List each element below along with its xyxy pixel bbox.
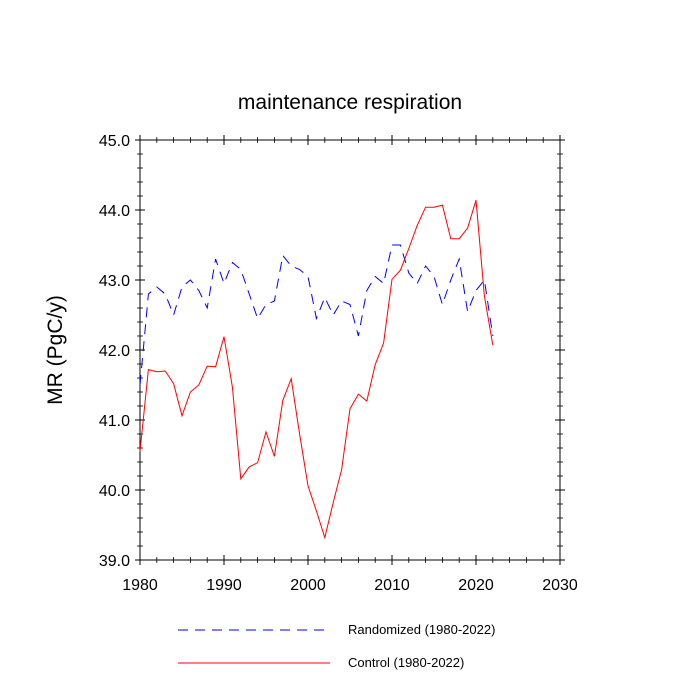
x-tick-label: 2000 — [290, 577, 326, 594]
x-tick-label: 1980 — [122, 577, 158, 594]
x-tick-label: 1990 — [206, 577, 242, 594]
y-tick-label: 45.0 — [99, 133, 130, 150]
chart-title: maintenance respiration — [238, 91, 462, 114]
series-line-randomized — [139, 244, 494, 386]
y-axis-label: MR (PgC/y) — [44, 295, 67, 405]
legend: Randomized (1980-2022) Control (1980-2022… — [178, 622, 495, 670]
legend-label-control: Control (1980-2022) — [348, 655, 464, 670]
x-tick-label: 2010 — [374, 577, 410, 594]
axis-ticks — [135, 135, 565, 565]
y-tick-label: 43.0 — [99, 273, 130, 290]
y-tick-label: 39.0 — [99, 553, 130, 570]
legend-label-randomized: Randomized (1980-2022) — [348, 622, 495, 637]
x-tick-label: 2020 — [458, 577, 494, 594]
x-tick-label: 2030 — [542, 577, 578, 594]
y-tick-label: 41.0 — [99, 413, 130, 430]
series-line-control — [139, 200, 494, 540]
y-tick-label: 42.0 — [99, 343, 130, 360]
y-tick-label: 44.0 — [99, 203, 130, 220]
series-lines — [139, 200, 494, 540]
axis-tick-labels: 39.0 40.0 41.0 42.0 43.0 44.0 45.0 1980 1990 2000… — [99, 133, 578, 594]
plot-frame — [139, 139, 561, 561]
y-tick-label: 40.0 — [99, 483, 130, 500]
